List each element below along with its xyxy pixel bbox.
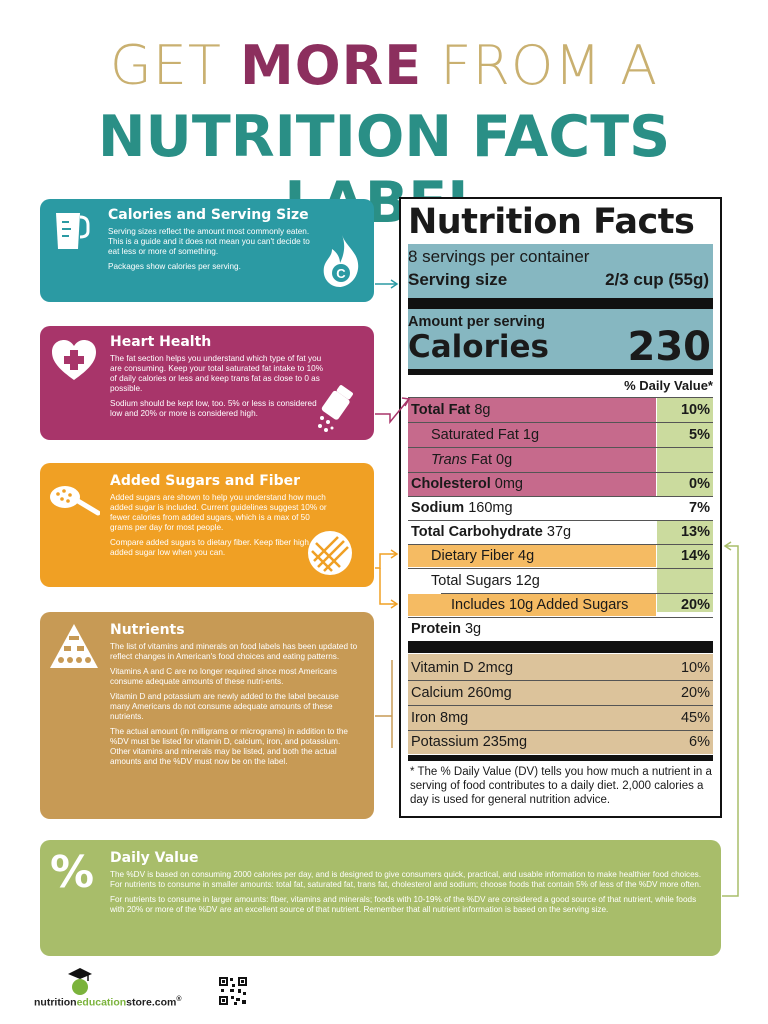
row-dietary-fiber: Dietary Fiber 4g 14%	[431, 548, 710, 564]
row-vitamin-d: Vitamin D 2mcg 10%	[411, 660, 710, 676]
sugar-spoon-icon	[48, 477, 101, 522]
serving-size-label: Serving size	[408, 270, 508, 289]
flame-icon: C	[320, 233, 362, 294]
row-total-sugars: Total Sugars 12g	[431, 573, 540, 589]
added-sugars-heading: Added Sugars and Fiber	[110, 473, 300, 489]
heart-health-box: Heart Health The fat section helps you u…	[40, 326, 374, 440]
calories-heading: Calories and Serving Size	[108, 207, 309, 223]
brand-logo	[64, 966, 96, 1001]
calories-row: Calories 230	[408, 327, 713, 367]
thick-divider-3	[408, 641, 713, 653]
sugars-connector	[375, 549, 399, 609]
heart-health-heading: Heart Health	[110, 334, 212, 350]
heart-plus-icon	[50, 338, 98, 387]
thick-divider-1	[408, 298, 713, 309]
food-pyramid-icon	[48, 622, 100, 675]
row-cholesterol: Cholesterol 0mg 0%	[411, 476, 710, 492]
daily-value-header: % Daily Value*	[624, 378, 713, 393]
measuring-cup-icon	[50, 209, 90, 256]
fiber-shade	[408, 545, 656, 567]
label-footnote: * The % Daily Value (DV) tells you how m…	[410, 766, 712, 806]
divider	[408, 544, 713, 545]
vitamins-shade	[408, 654, 713, 754]
amount-per-serving: Amount per serving	[408, 314, 545, 330]
calories-label: Calories	[408, 329, 549, 365]
divider	[408, 617, 713, 618]
heart-connector	[375, 397, 411, 425]
daily-value-heading: Daily Value	[110, 850, 199, 866]
added-sugars-shade	[408, 594, 656, 616]
serving-size-value: 2/3 cup (55g)	[605, 270, 709, 289]
divider	[408, 447, 713, 448]
daily-value-text-2: For nutrients to consume in larger amoun…	[110, 895, 697, 914]
row-saturated-fat: Saturated Fat 1g 5%	[431, 427, 710, 443]
calories-connector	[375, 279, 399, 289]
serving-size-row: Serving size 2/3 cup (55g)	[408, 269, 713, 291]
salt-shaker-icon	[314, 384, 358, 439]
svg-text:C: C	[336, 266, 346, 281]
divider	[408, 496, 713, 497]
thick-divider-4	[408, 755, 713, 761]
nutrients-box: Nutrients The list of vitamins and miner…	[40, 612, 374, 819]
daily-value-connector	[722, 541, 739, 897]
heart-health-text-1: The fat section helps you understand whi…	[110, 354, 324, 393]
calories-value: 230	[627, 324, 712, 370]
row-sodium: Sodium 160mg 7%	[411, 500, 710, 516]
row-total-fat: Total Fat 8g 10%	[411, 402, 710, 418]
servings-per-container: 8 servings per container	[408, 247, 590, 266]
row-trans-fat: Trans Fat 0g	[431, 452, 513, 468]
brand-name: nutritioneducationstore.com®	[34, 996, 182, 1009]
divider	[408, 568, 713, 569]
calories-text-1: Serving sizes reflect the amount most co…	[108, 227, 310, 256]
divider	[408, 520, 713, 521]
nutrients-heading: Nutrients	[110, 622, 185, 638]
label-title: Nutrition Facts	[408, 202, 695, 242]
divider	[408, 705, 713, 706]
calories-shade	[408, 309, 713, 369]
title-emphasis: MORE	[240, 34, 423, 97]
daily-value-text-1: The %DV is based on consuming 2000 calor…	[110, 870, 702, 889]
row-calcium: Calcium 260mg 20%	[411, 685, 710, 701]
nutrition-facts-label: Nutrition Facts 8 servings per container…	[399, 197, 722, 818]
serving-shade	[408, 244, 713, 298]
row-protein: Protein 3g	[411, 621, 482, 637]
nutrients-text-2: Vitamins A and C are no longer required …	[110, 667, 337, 686]
daily-value-box: % Daily Value The %DV is based on consum…	[40, 840, 721, 956]
divider	[408, 730, 713, 731]
nutrients-text-3: Vitamin D and potassium are newly added …	[110, 692, 339, 721]
carb-pct-shade	[657, 520, 713, 612]
row-added-sugars: Includes 10g Added Sugars 20%	[451, 597, 710, 613]
apple-graduation-cap-logo	[68, 968, 92, 995]
divider	[408, 422, 713, 423]
divider	[408, 472, 713, 473]
title-line-1: GET MORE FROM A	[109, 34, 659, 97]
nutrients-text-4: The actual amount (in milligrams or micr…	[110, 727, 348, 766]
heart-health-text-2: Sodium should be kept low, too. 5% or le…	[110, 399, 317, 418]
nutrients-connector	[375, 660, 393, 748]
qr-code	[218, 976, 248, 1011]
divider	[408, 397, 713, 398]
added-sugars-box: Added Sugars and Fiber Added sugars are …	[40, 463, 374, 587]
row-iron: Iron 8mg 45%	[411, 710, 710, 726]
added-sugars-text-2: Compare added sugars to dietary fiber. K…	[110, 538, 325, 557]
divider	[441, 593, 713, 594]
nutrients-text-1: The list of vitamins and minerals on foo…	[110, 642, 358, 661]
calories-box: Calories and Serving Size Serving sizes …	[40, 199, 374, 302]
calories-text-2: Packages show calories per serving.	[108, 262, 241, 271]
added-sugars-text-1: Added sugars are shown to help you under…	[110, 493, 327, 532]
percent-icon: %	[50, 847, 95, 898]
row-total-carbohydrate: Total Carbohydrate 37g 13%	[411, 524, 710, 540]
row-potassium: Potassium 235mg 6%	[411, 734, 710, 750]
divider	[408, 680, 713, 681]
grain-ball-icon	[306, 529, 354, 582]
thick-divider-2	[408, 369, 713, 375]
